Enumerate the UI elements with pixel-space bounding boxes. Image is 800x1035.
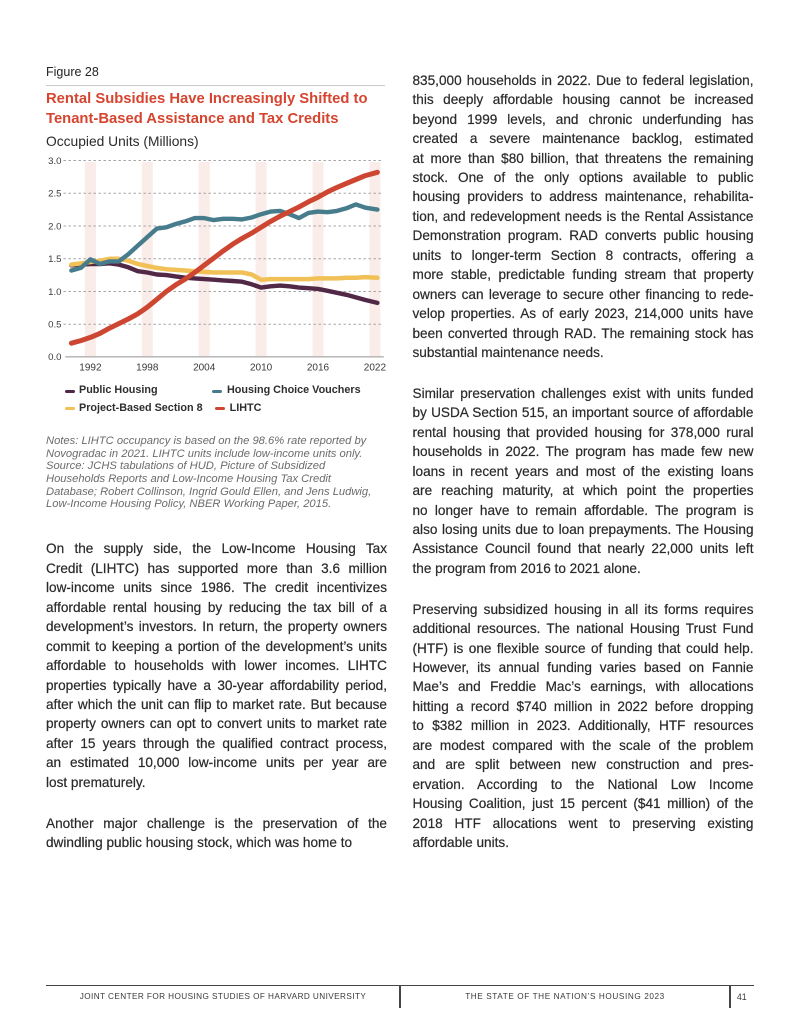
svg-text:2016: 2016 bbox=[307, 362, 330, 373]
svg-text:0.0: 0.0 bbox=[48, 352, 61, 363]
svg-text:1998: 1998 bbox=[136, 362, 159, 373]
svg-text:0.5: 0.5 bbox=[48, 320, 61, 331]
svg-text:1.0: 1.0 bbox=[48, 287, 61, 298]
svg-text:1992: 1992 bbox=[79, 362, 102, 373]
svg-text:2.5: 2.5 bbox=[48, 189, 61, 200]
svg-text:2004: 2004 bbox=[193, 362, 216, 373]
svg-text:3.0: 3.0 bbox=[48, 156, 61, 167]
svg-text:2022: 2022 bbox=[364, 362, 387, 373]
svg-text:1.5: 1.5 bbox=[48, 254, 61, 265]
svg-text:2010: 2010 bbox=[250, 362, 273, 373]
svg-text:2.0: 2.0 bbox=[48, 221, 61, 232]
